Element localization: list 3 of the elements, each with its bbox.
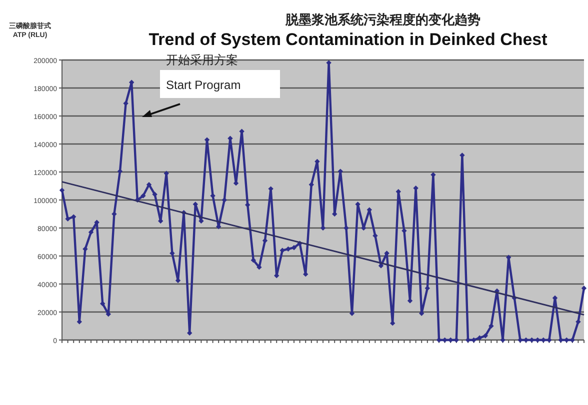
chart-title: 脱墨浆池系统污染程度的变化趋势 — [284, 12, 480, 27]
annotation: Start Program — [166, 78, 241, 92]
chart-subtitle: Trend of System Contamination in Deinked Chest — [148, 30, 548, 49]
